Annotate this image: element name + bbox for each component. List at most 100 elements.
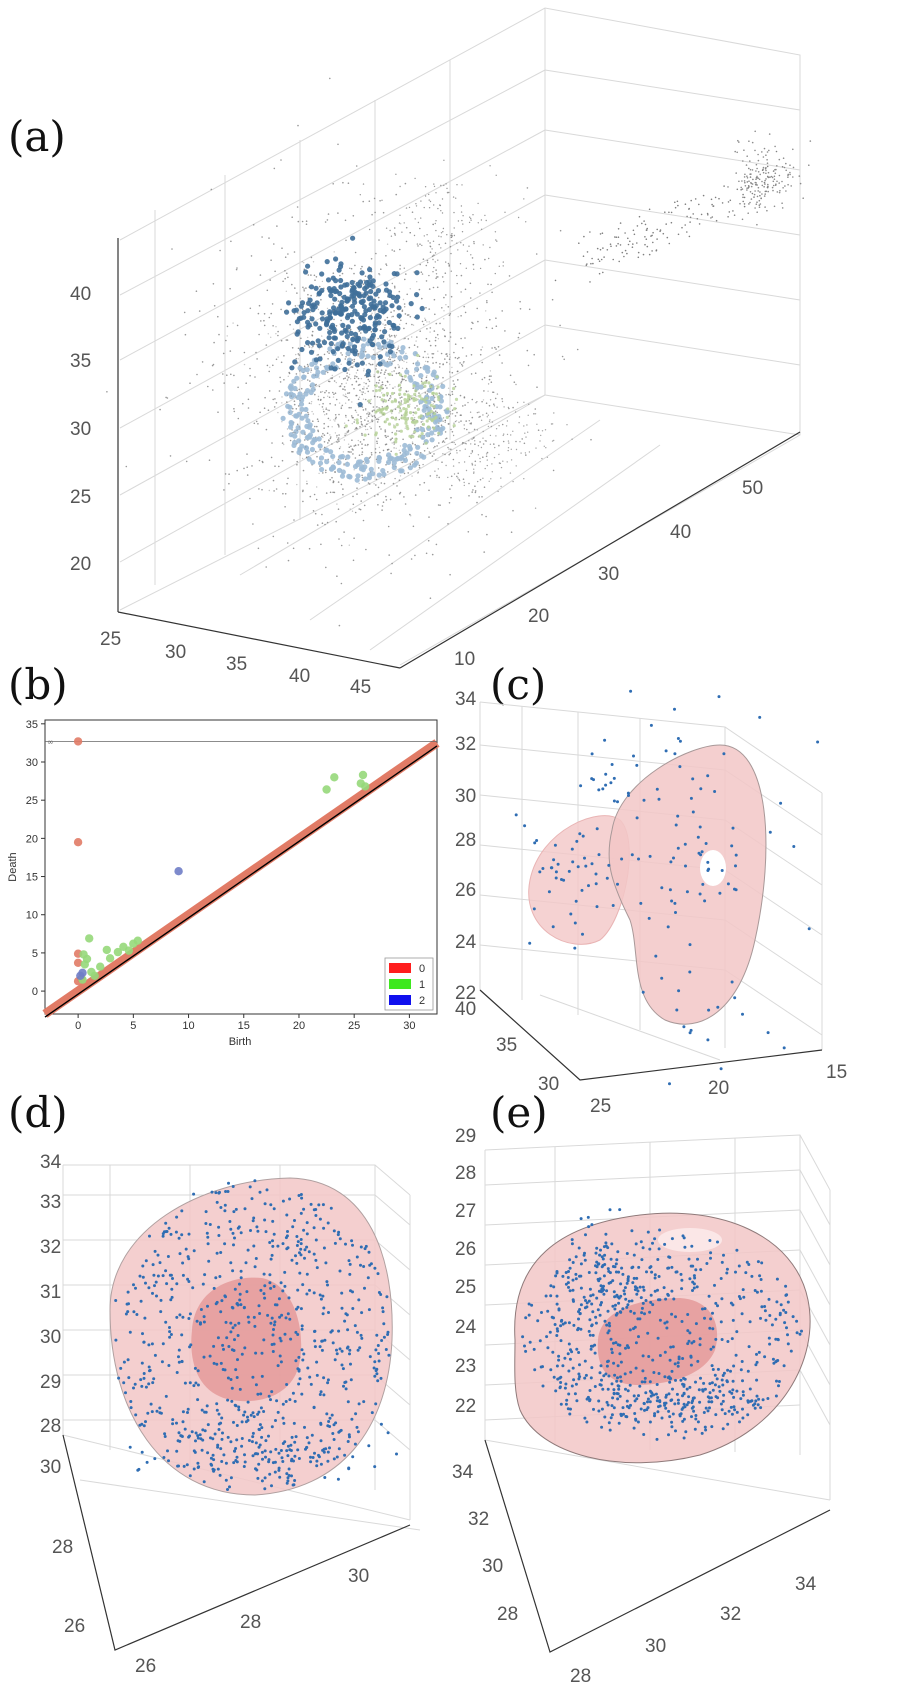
sample-point	[731, 1303, 735, 1307]
gray-point	[576, 348, 579, 351]
sample-point	[676, 1364, 680, 1368]
gray-point	[411, 461, 414, 463]
sample-point	[731, 1379, 735, 1383]
gray-point	[472, 263, 475, 266]
sample-point	[629, 1370, 633, 1374]
sample-point	[597, 1262, 601, 1266]
sample-point	[768, 1342, 772, 1346]
sample-point	[692, 1409, 696, 1413]
sample-point	[622, 1289, 626, 1293]
gray-point	[446, 361, 448, 364]
tick-label: 20	[70, 554, 91, 575]
gray-point	[326, 219, 329, 221]
gray-point	[480, 349, 482, 351]
gray-point	[269, 279, 272, 281]
sample-point	[608, 1271, 612, 1275]
gray-point	[370, 427, 372, 430]
gray-point	[382, 501, 385, 504]
gray-point	[450, 270, 452, 272]
gray-point	[439, 504, 441, 507]
gray-point	[494, 397, 497, 400]
gray-point	[258, 459, 261, 462]
gray-point	[287, 559, 290, 562]
gray-point	[404, 313, 407, 315]
sample-point	[630, 1299, 634, 1303]
gray-point	[392, 387, 394, 390]
gray-point	[435, 220, 437, 222]
sample-point	[709, 1317, 713, 1321]
gray-point	[537, 429, 540, 432]
gray-point	[366, 423, 368, 426]
tick-label: 23	[455, 1356, 476, 1377]
sample-point	[640, 1306, 644, 1310]
sample-point	[789, 1349, 793, 1353]
gray-point	[268, 316, 271, 319]
gray-point	[256, 358, 258, 360]
gray-point	[284, 270, 286, 272]
sample-point	[763, 1305, 767, 1308]
gray-point	[291, 216, 294, 218]
gray-point	[287, 276, 289, 279]
gray-point	[482, 443, 485, 445]
gray-point	[498, 354, 501, 356]
sample-point	[744, 1271, 748, 1275]
gray-point	[359, 194, 361, 196]
sample-point	[597, 1279, 601, 1283]
gray-point	[451, 431, 454, 433]
gray-point	[457, 370, 459, 373]
sample-point	[607, 1281, 611, 1285]
gray-point	[370, 331, 373, 333]
sample-point	[626, 1389, 630, 1393]
gray-point	[356, 375, 358, 378]
panel-label-c: (c)	[490, 660, 547, 709]
gray-point	[368, 362, 370, 365]
gray-point	[443, 329, 446, 332]
sample-point	[579, 1262, 583, 1266]
gray-point	[345, 414, 347, 417]
gray-point	[446, 234, 448, 236]
sample-point	[528, 1340, 532, 1344]
gray-point	[391, 282, 393, 285]
sample-point	[679, 1378, 683, 1382]
sample-point	[573, 1392, 577, 1396]
gray-point	[431, 353, 434, 355]
sample-point	[727, 1409, 731, 1413]
gray-point	[338, 413, 340, 416]
gray-point	[501, 362, 503, 364]
gray-point	[352, 449, 354, 451]
gray-point	[456, 411, 458, 414]
gray-point	[453, 351, 455, 354]
sample-point	[617, 1301, 621, 1305]
sample-point	[624, 1297, 628, 1301]
gray-point	[378, 375, 381, 378]
gray-point	[486, 300, 488, 302]
sample-point	[604, 1232, 608, 1236]
sample-point	[571, 1366, 575, 1370]
sample-point	[692, 1340, 696, 1343]
sample-point	[640, 1258, 644, 1262]
gray-point	[273, 406, 276, 408]
gray-point	[310, 274, 312, 276]
sample-point	[750, 1274, 754, 1278]
gray-point	[322, 472, 324, 474]
gray-point	[452, 380, 455, 382]
gray-point	[384, 319, 386, 321]
gray-point	[314, 425, 316, 428]
gray-point	[559, 229, 562, 232]
sample-point	[670, 1289, 674, 1293]
gray-point	[331, 377, 333, 379]
gray-point	[340, 352, 342, 354]
sample-point	[775, 1300, 779, 1304]
gray-point	[444, 242, 447, 245]
sample-point	[664, 1406, 668, 1410]
gray-point	[195, 290, 198, 293]
sample-point	[654, 1392, 658, 1396]
sample-point	[610, 1347, 614, 1351]
sample-point	[668, 1380, 672, 1384]
sample-point	[660, 1416, 664, 1420]
gray-point	[270, 259, 272, 262]
gray-point	[279, 376, 281, 379]
gray-point	[297, 405, 300, 407]
gray-point	[527, 364, 530, 367]
gray-point	[378, 379, 381, 382]
